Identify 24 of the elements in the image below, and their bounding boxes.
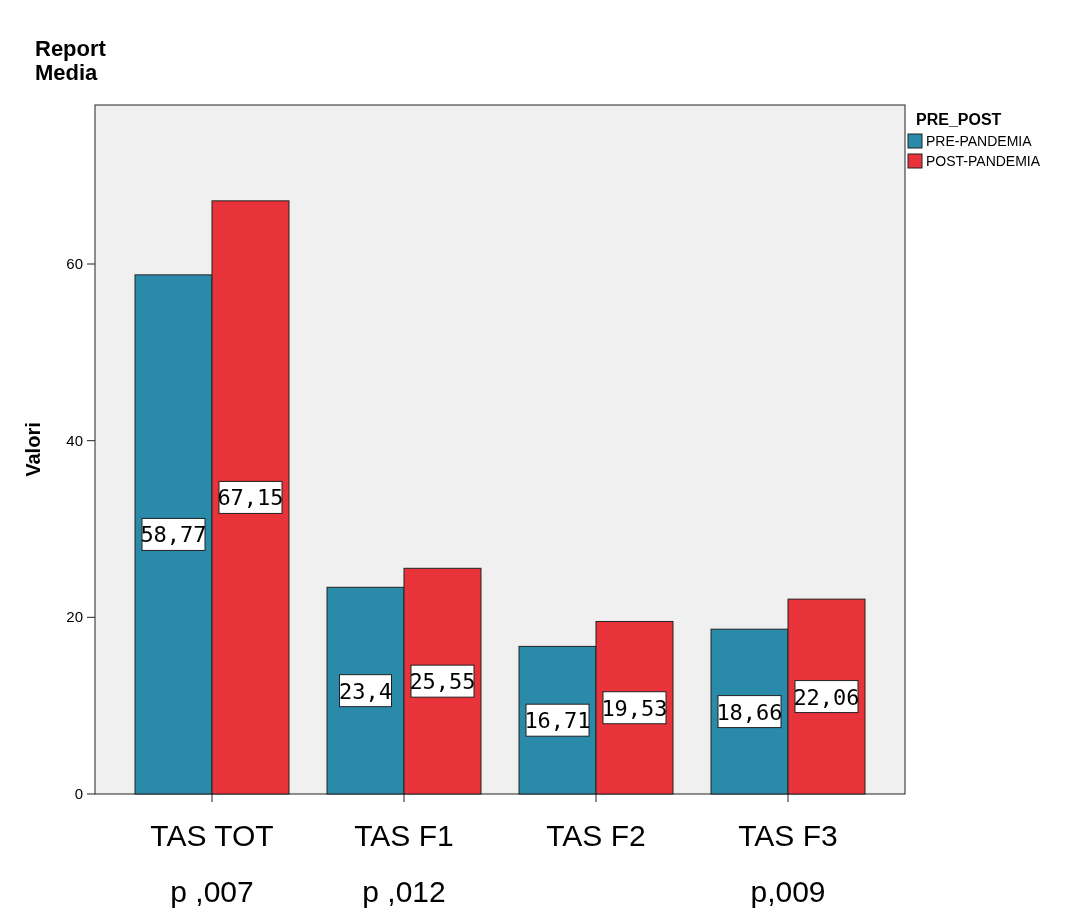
y-tick-label: 0 (74, 785, 83, 802)
data-label: 19,53 (601, 695, 668, 721)
chart-title: Report Media (35, 36, 107, 85)
legend-title: PRE_POST (916, 111, 1002, 128)
text: p ,012 (362, 875, 446, 908)
data-label: 23,4 (339, 678, 392, 704)
legend-label: PRE-PANDEMIA (926, 133, 1033, 149)
text: p,009 (750, 875, 826, 908)
data-label: 25,55 (409, 669, 476, 695)
x-tick-label: TAS F2 (546, 819, 646, 852)
y-tick-label: 60 (66, 255, 83, 272)
data-label: 22,06 (793, 684, 860, 710)
legend-label: POST-PANDEMIA (926, 153, 1041, 169)
y-tick-label: 40 (66, 431, 83, 449)
data-label: 18,66 (716, 699, 783, 725)
text: p ,007 (170, 875, 254, 908)
x-tick-label: TAS F1 (354, 819, 454, 852)
x-tick-label: TAS F3 (738, 819, 838, 852)
data-label: 58,77 (140, 522, 207, 548)
data-label: 16,71 (524, 708, 591, 734)
data-label: 67,15 (217, 485, 284, 511)
y-axis-title: Valori (22, 422, 44, 477)
x-tick-label: TAS TOT (150, 819, 274, 852)
y-tick-label: 20 (66, 608, 83, 626)
